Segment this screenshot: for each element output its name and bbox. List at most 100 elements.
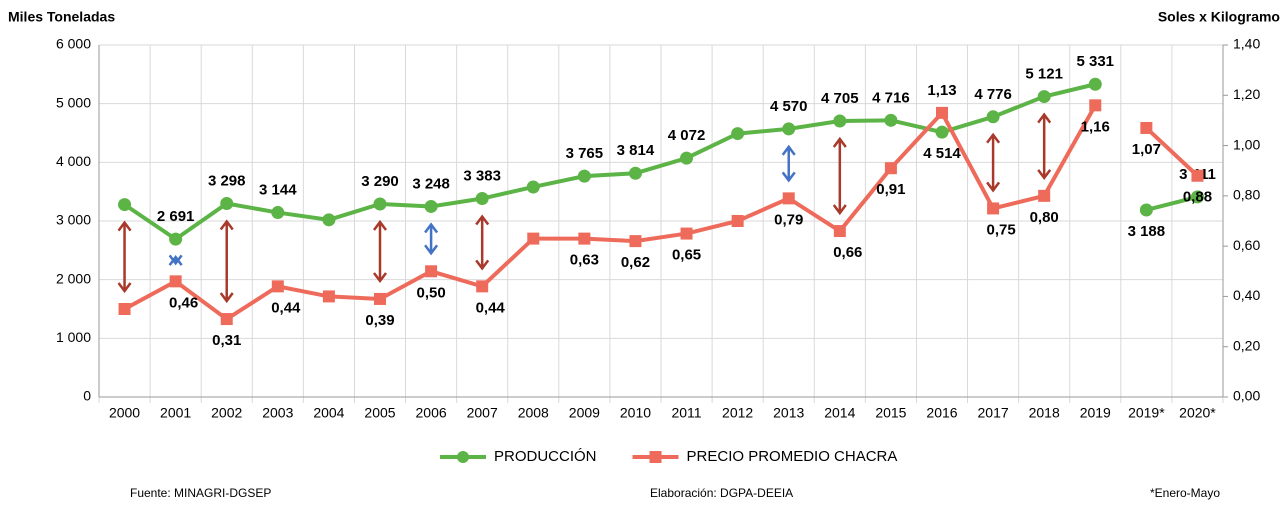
marker [833,225,846,238]
x-tick-label: 2000 [109,405,140,421]
arrow-head [219,219,234,304]
marker [1191,169,1204,182]
marker [322,290,335,303]
data-label: 0,80 [1030,209,1059,226]
legend-label: PRODUCCIÓN [494,448,597,465]
x-tick-label: 2007 [467,405,498,421]
footnote: Elaboración: DGPA-DEEIA [650,486,793,500]
data-label: 0,44 [271,299,301,316]
marker [629,235,642,248]
data-label: 5 331 [1076,53,1114,70]
data-label: 4 072 [668,127,706,144]
x-tick-label: 2011 [671,405,701,421]
marker [987,202,1000,215]
legend-label: PRECIO PROMEDIO CHACRA [687,448,898,465]
data-label: 0,65 [672,247,701,264]
x-tick-label: 2020* [1179,405,1216,421]
y-tick-label: 6 000 [56,36,91,52]
y2-tick-label: 1,20 [1233,86,1260,102]
x-tick-label: 2008 [518,405,549,421]
data-label: 3 144 [259,182,297,199]
x-tick-label: 2010 [620,405,651,421]
legend-marker [649,451,662,463]
series-line [123,82,1096,242]
arrow-head [1037,112,1052,180]
marker [884,113,898,127]
y2-tick-label: 0,00 [1233,388,1260,404]
data-label: 0,62 [621,254,650,271]
x-tick-label: 2005 [364,405,395,421]
arrow-head [168,254,183,266]
x-tick-label: 2006 [416,405,447,421]
marker [628,166,642,180]
marker [935,125,949,139]
data-label: 0,75 [986,221,1015,238]
marker [731,215,744,227]
data-label: 1,07 [1132,141,1161,158]
legend-marker [457,451,469,463]
data-label: 3 814 [617,142,655,159]
x-tick-label: 2014 [824,405,855,421]
y-axis-label: Miles Toneladas [8,9,115,25]
x-tick-label: 2002 [211,405,242,421]
marker [986,110,1000,124]
y2-tick-label: 0,60 [1233,237,1260,253]
data-label: 3 290 [361,173,399,190]
marker [884,162,897,175]
data-label: 3 383 [463,167,501,184]
marker [1089,99,1102,112]
y-tick-label: 0 [83,388,91,404]
marker [1140,121,1153,134]
y2-tick-label: 1,40 [1233,36,1260,52]
x-tick-label: 2019* [1128,405,1165,421]
y-tick-label: 4 000 [56,153,91,169]
data-label: 0,44 [476,299,506,316]
marker [374,292,386,305]
marker [731,127,745,141]
arrow-head [373,219,387,284]
marker [680,151,694,165]
data-label: 0,79 [774,211,803,228]
data-label: 0,50 [416,284,445,301]
marker [220,313,233,326]
marker [1190,190,1204,204]
x-tick-label: 2017 [978,405,1009,421]
data-label: 4 716 [872,89,910,106]
data-label: 1,13 [927,82,956,99]
data-label: 4 705 [821,90,859,107]
marker [475,192,489,206]
arrow-head [781,144,796,183]
data-label: 4 570 [770,98,808,115]
x-tick-label: 2015 [875,405,906,421]
marker [271,206,285,220]
footnote: Fuente: MINAGRI-DGSEP [130,486,271,500]
data-label: 4 514 [923,145,961,162]
data-label: 3 765 [566,145,604,162]
marker [1037,90,1051,104]
arrow-head [475,214,490,271]
arrow-head [117,220,132,294]
marker [118,198,132,212]
y-tick-label: 2 000 [56,270,91,286]
data-label: 4 776 [974,86,1012,103]
marker [271,280,284,293]
y2-axis-label: Soles x Kilogramo [1158,9,1280,25]
series-line [1145,194,1198,212]
marker [782,192,795,205]
y-tick-label: 3 000 [56,212,91,228]
marker [424,199,438,213]
marker [526,180,540,194]
y2-tick-label: 0,40 [1233,287,1260,303]
marker [1139,203,1153,217]
data-label: 0,46 [169,294,198,311]
marker [833,114,847,128]
data-label: 0,63 [570,252,599,269]
arrow-head [832,136,847,216]
y-tick-label: 5 000 [56,94,91,110]
data-label: 0,39 [365,312,394,329]
marker [118,303,131,315]
marker [169,232,183,246]
series-line [123,104,1098,322]
data-label: 5 121 [1025,66,1063,83]
